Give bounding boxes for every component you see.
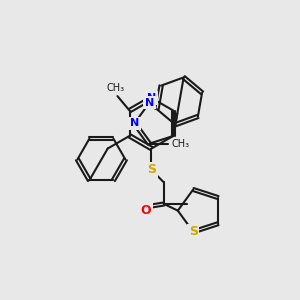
Text: S: S xyxy=(189,225,198,238)
Text: N: N xyxy=(147,93,156,103)
Text: CH₃: CH₃ xyxy=(107,82,125,92)
Text: N: N xyxy=(145,98,154,108)
Text: O: O xyxy=(141,204,152,217)
Text: N: N xyxy=(130,118,139,128)
Text: S: S xyxy=(147,164,156,176)
Text: CH₃: CH₃ xyxy=(172,139,190,149)
